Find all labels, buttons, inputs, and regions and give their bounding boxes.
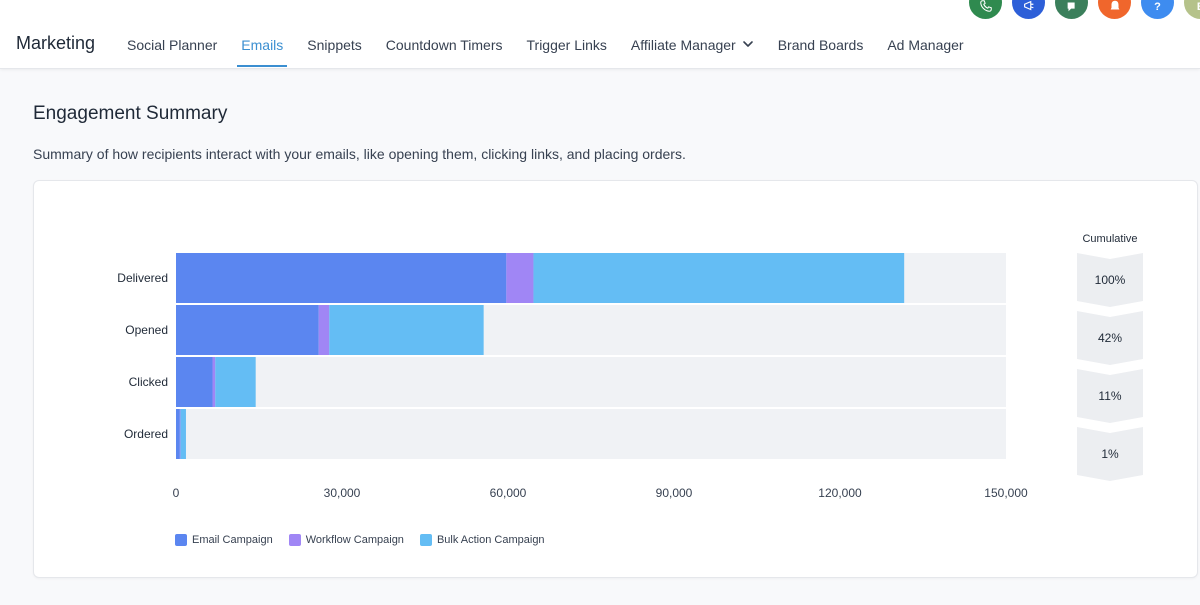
legend-item-workflow-campaign[interactable]: Workflow Campaign xyxy=(288,534,404,546)
bar-track xyxy=(176,409,1006,459)
x-tick-label: 150,000 xyxy=(984,486,1028,500)
tab-label: Snippets xyxy=(307,37,362,53)
page-description: Summary of how recipients interact with … xyxy=(33,146,686,162)
bar-workflow-campaign-opened[interactable] xyxy=(318,305,330,355)
chevron-down-icon xyxy=(742,37,754,53)
legend-label: Bulk Action Campaign xyxy=(436,534,545,546)
legend-label: Workflow Campaign xyxy=(305,534,404,546)
legend-label: Email Campaign xyxy=(192,534,273,546)
bar-bulk-action-campaign-delivered[interactable] xyxy=(533,253,905,303)
tab-emails[interactable]: Emails xyxy=(229,0,295,69)
legend-swatch xyxy=(288,534,301,546)
bar-workflow-campaign-delivered[interactable] xyxy=(506,253,534,303)
megaphone-icon xyxy=(1023,0,1034,11)
help-button[interactable]: ? xyxy=(1141,0,1174,19)
app-brand: Marketing xyxy=(16,33,96,53)
x-tick-label: 60,000 xyxy=(490,486,527,500)
announcements-button[interactable] xyxy=(1055,0,1088,19)
bar-bulk-action-campaign-clicked[interactable] xyxy=(215,357,256,407)
tab-snippets[interactable]: Snippets xyxy=(295,0,373,69)
tab-label: Countdown Timers xyxy=(385,37,503,53)
bar-track xyxy=(176,357,1006,407)
tab-label: Trigger Links xyxy=(526,37,607,53)
bar-email-campaign-delivered[interactable] xyxy=(176,253,507,303)
category-label-ordered: Ordered xyxy=(124,427,168,441)
x-tick-label: 90,000 xyxy=(656,486,693,500)
phone-button[interactable] xyxy=(969,0,1002,19)
x-tick-label: 30,000 xyxy=(324,486,361,500)
tab-label: Social Planner xyxy=(127,37,218,53)
bar-email-campaign-clicked[interactable] xyxy=(176,357,213,407)
legend-swatch xyxy=(175,534,187,546)
tab-label: Emails xyxy=(241,37,284,53)
notifications-button[interactable] xyxy=(1098,0,1131,19)
campaign-button[interactable] xyxy=(1012,0,1045,19)
bar-email-campaign-opened[interactable] xyxy=(176,305,319,355)
cumulative-delivered: 100% xyxy=(1077,253,1143,307)
bar-email-campaign-ordered[interactable] xyxy=(176,409,180,459)
help-icon: ? xyxy=(1154,1,1161,13)
cumulative-clicked: 11% xyxy=(1077,369,1143,423)
tab-ad-manager[interactable]: Ad Manager xyxy=(875,0,975,69)
category-label-opened: Opened xyxy=(125,323,168,337)
x-tick-label: 0 xyxy=(173,486,180,500)
tab-countdown-timers[interactable]: Countdown Timers xyxy=(374,0,515,69)
page-title: Engagement Summary xyxy=(33,103,228,124)
category-label-delivered: Delivered xyxy=(117,271,168,285)
avatar[interactable]: E xyxy=(1184,0,1200,19)
bell-icon xyxy=(1110,0,1119,10)
cumulative-opened: 42% xyxy=(1077,311,1143,365)
legend-swatch xyxy=(419,534,432,546)
cumulative-ordered: 1% xyxy=(1077,427,1143,481)
legend-item-email-campaign[interactable]: Email Campaign xyxy=(175,534,273,546)
tab-trigger-links[interactable]: Trigger Links xyxy=(515,0,619,69)
bar-bulk-action-campaign-opened[interactable] xyxy=(329,305,484,355)
category-label-clicked: Clicked xyxy=(129,375,168,389)
avatar-initial: E xyxy=(1197,1,1200,13)
tab-brand-boards[interactable]: Brand Boards xyxy=(766,0,876,69)
x-tick-label: 120,000 xyxy=(818,486,862,500)
bar-workflow-campaign-ordered[interactable] xyxy=(179,409,181,459)
header-actions: ? E xyxy=(969,0,1200,19)
phone-icon xyxy=(979,0,992,12)
nav-tabs: Social Planner Emails Snippets Countdown… xyxy=(115,0,976,69)
announcement-icon xyxy=(1067,2,1075,12)
tab-social-planner[interactable]: Social Planner xyxy=(115,0,229,69)
tab-label: Brand Boards xyxy=(777,37,864,53)
engagement-chart-card: Delivered Opened Clicked Ordered 0 30,000 60,0… xyxy=(33,180,1198,578)
top-navigation: Marketing Social Planner Emails Snippets… xyxy=(0,0,1200,69)
tab-label: Affiliate Manager xyxy=(630,37,736,53)
tab-label: Ad Manager xyxy=(887,37,964,53)
tab-affiliate-manager[interactable]: Affiliate Manager xyxy=(619,0,766,69)
cumulative-title: Cumulative xyxy=(1082,233,1138,245)
engagement-chart: Delivered Opened Clicked Ordered 0 30,000 60,0… xyxy=(117,253,1028,500)
legend-item-bulk-action-campaign[interactable]: Bulk Action Campaign xyxy=(419,534,545,546)
bar-bulk-action-campaign-ordered[interactable] xyxy=(180,409,186,459)
chart-legend: Email Campaign Workflow Campaign Bulk Ac… xyxy=(175,534,545,546)
bar-workflow-campaign-clicked[interactable] xyxy=(212,357,216,407)
